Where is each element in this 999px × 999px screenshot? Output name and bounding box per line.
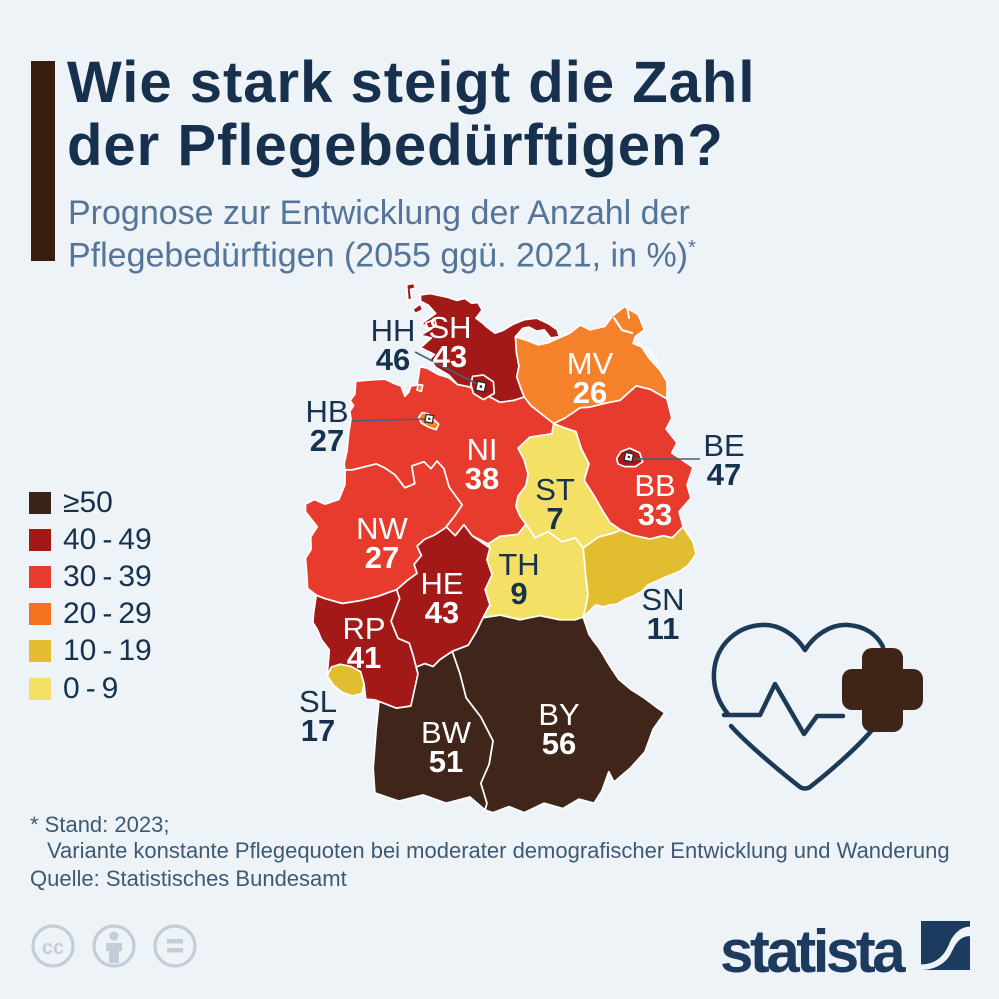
svg-text:RP: RP: [342, 611, 385, 646]
svg-text:43: 43: [433, 339, 467, 374]
svg-text:NI: NI: [467, 432, 498, 467]
svg-text:27: 27: [310, 423, 344, 458]
svg-text:HH: HH: [371, 313, 416, 348]
svg-text:NW: NW: [356, 511, 408, 546]
svg-text:HB: HB: [305, 394, 348, 429]
svg-text:51: 51: [429, 744, 463, 779]
svg-text:33: 33: [638, 497, 672, 532]
svg-text:7: 7: [546, 501, 563, 536]
svg-text:BY: BY: [538, 697, 579, 732]
svg-text:43: 43: [425, 595, 459, 630]
svg-text:BE: BE: [703, 428, 744, 463]
svg-text:ST: ST: [535, 472, 575, 507]
svg-text:11: 11: [647, 611, 680, 646]
svg-text:9: 9: [510, 576, 527, 611]
svg-text:SN: SN: [641, 582, 684, 617]
svg-text:BW: BW: [421, 715, 472, 750]
svg-text:56: 56: [542, 726, 576, 761]
svg-text:47: 47: [707, 457, 741, 492]
svg-text:41: 41: [347, 640, 381, 675]
svg-text:46: 46: [376, 342, 410, 377]
svg-text:26: 26: [573, 375, 607, 410]
svg-text:cc: cc: [42, 937, 64, 959]
svg-text:BB: BB: [634, 468, 675, 503]
svg-text:MV: MV: [567, 346, 614, 381]
svg-text:TH: TH: [498, 547, 539, 582]
svg-text:HE: HE: [420, 566, 463, 601]
svg-text:17: 17: [301, 713, 335, 748]
svg-text:SL: SL: [299, 684, 337, 719]
svg-text:SH: SH: [428, 310, 471, 345]
svg-text:27: 27: [365, 540, 399, 575]
svg-text:38: 38: [465, 461, 499, 496]
